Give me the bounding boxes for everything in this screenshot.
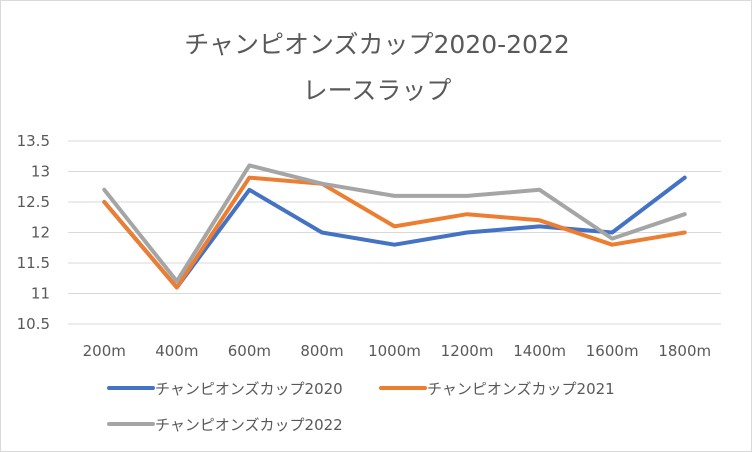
chart-subtitle: レースラップ <box>303 76 452 105</box>
y-tick-label: 10.5 <box>17 315 50 333</box>
y-tick-label: 13 <box>31 163 50 181</box>
y-tick-label: 11 <box>31 285 50 303</box>
series-lines <box>102 163 687 290</box>
y-tick-label: 13.5 <box>17 132 50 150</box>
x-tick-label: 1800m <box>658 342 711 360</box>
legend-item: チャンピオンズカップ2020 <box>107 380 343 398</box>
legend-label: チャンピオンズカップ2022 <box>155 416 343 434</box>
chart-title: チャンピオンズカップ2020-2022 <box>184 30 570 59</box>
series-line <box>102 175 687 290</box>
series-line <box>102 175 687 290</box>
series-3 <box>102 163 687 284</box>
x-tick-label: 1600m <box>586 342 639 360</box>
legend-label: チャンピオンズカップ2021 <box>427 380 615 398</box>
x-tick-label: 1400m <box>513 342 566 360</box>
y-tick-label: 11.5 <box>17 254 50 272</box>
series-line <box>102 163 687 284</box>
y-axis-ticks: 13.5 13 12.5 12 11.5 11 10.5 <box>17 132 50 333</box>
gridlines <box>68 140 721 325</box>
legend-item: チャンピオンズカップ2022 <box>107 416 343 434</box>
y-tick-label: 12.5 <box>17 193 50 211</box>
x-axis-ticks: 200m 400m 600m 800m 1000m 1200m 1400m 1600m 1800… <box>83 342 711 360</box>
legend: チャンピオンズカップ2020 チャンピオンズカップ2021 チャンピオンズカップ20… <box>107 380 615 434</box>
series-2 <box>102 175 687 290</box>
x-tick-label: 1200m <box>441 342 494 360</box>
x-tick-label: 400m <box>155 342 198 360</box>
x-tick-label: 800m <box>300 342 343 360</box>
legend-item: チャンピオンズカップ2021 <box>379 380 615 398</box>
y-tick-label: 12 <box>31 224 50 242</box>
series-1 <box>102 175 687 290</box>
x-tick-label: 200m <box>83 342 126 360</box>
x-tick-label: 1000m <box>368 342 421 360</box>
x-tick-label: 600m <box>228 342 271 360</box>
legend-label: チャンピオンズカップ2020 <box>155 380 343 398</box>
